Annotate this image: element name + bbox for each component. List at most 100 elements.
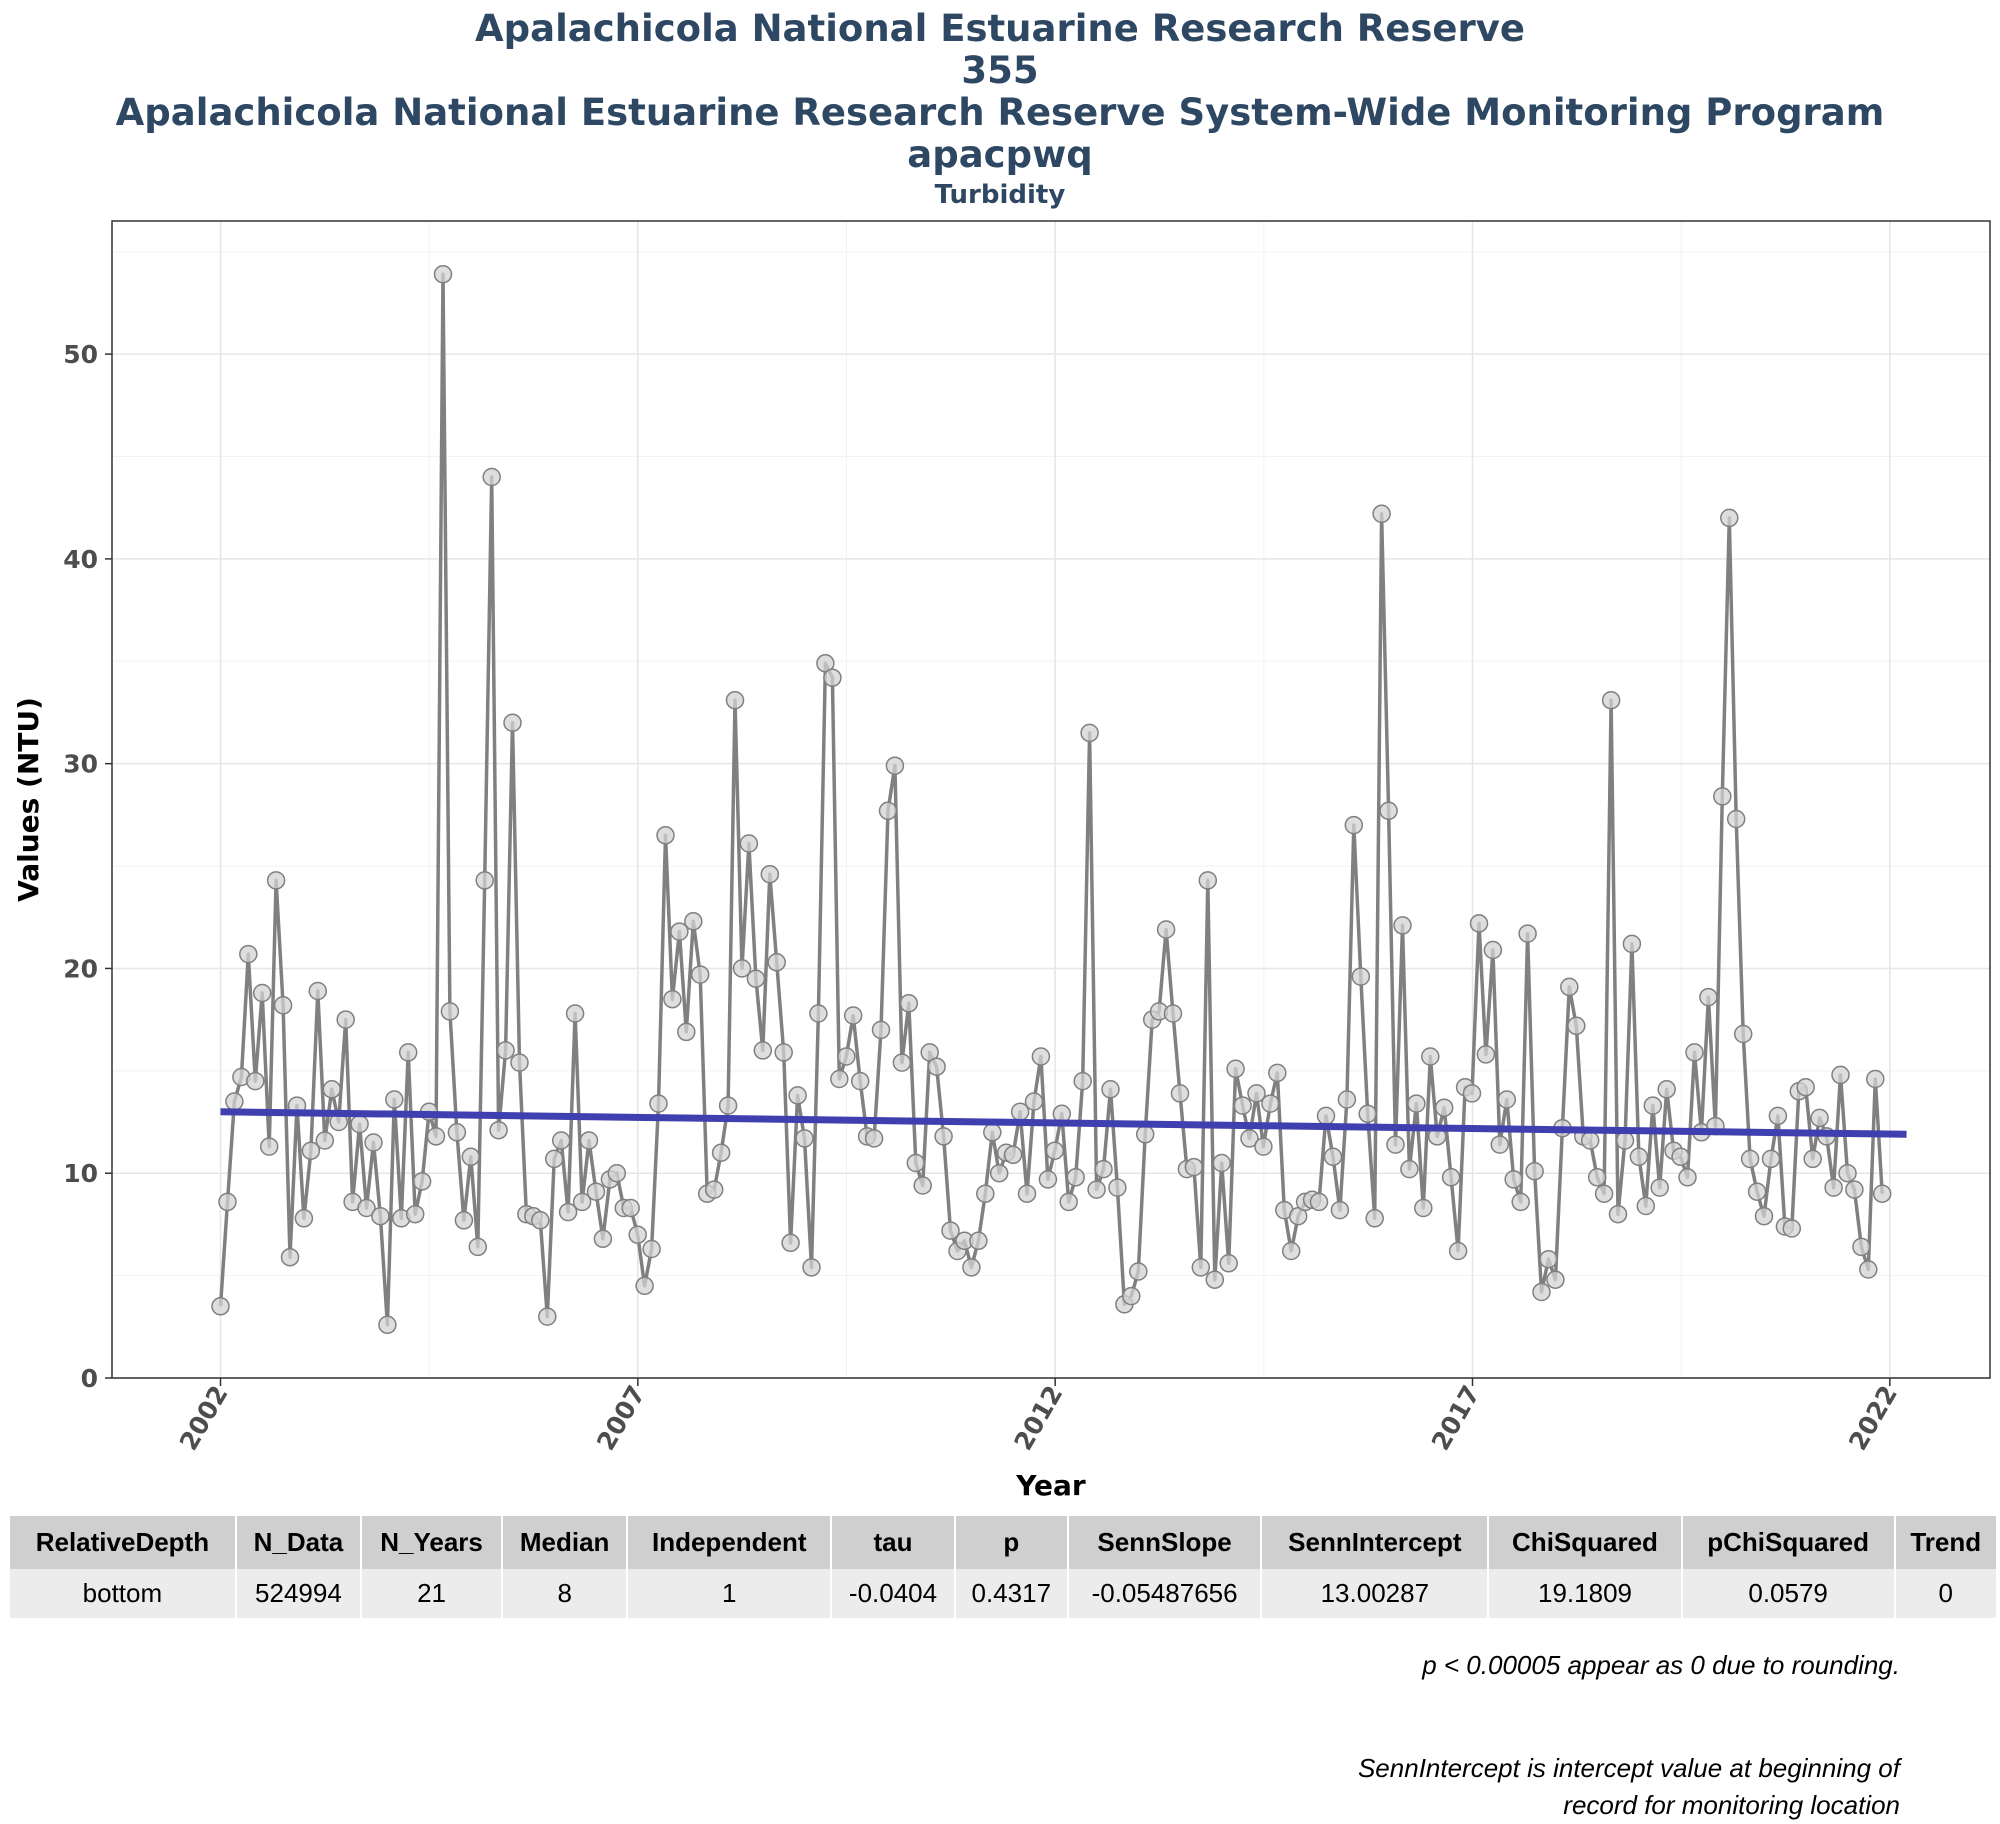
data-point xyxy=(412,1172,432,1191)
data-point xyxy=(1747,1182,1767,1201)
y-tick-label: 30 xyxy=(63,750,98,779)
data-point xyxy=(774,1043,793,1062)
data-point xyxy=(1421,1047,1440,1066)
data-point xyxy=(503,713,522,732)
data-point xyxy=(1414,1198,1433,1218)
data-point xyxy=(1448,1241,1468,1261)
data-point xyxy=(795,1129,814,1148)
data-point xyxy=(725,690,745,710)
data-point xyxy=(1699,987,1718,1007)
trend-line-group xyxy=(220,1108,1907,1138)
data-point xyxy=(1038,1170,1058,1189)
note-rounding: p < 0.00005 appear as 0 due to rounding. xyxy=(1422,1650,1900,1680)
data-point xyxy=(1358,1104,1377,1124)
data-point xyxy=(1233,1096,1252,1115)
data-point xyxy=(1323,1147,1343,1167)
data-point xyxy=(371,1206,390,1226)
data-point xyxy=(843,1006,863,1025)
data-point xyxy=(1532,1282,1551,1302)
data-point xyxy=(781,1233,800,1253)
data-point xyxy=(1580,1131,1600,1150)
data-point xyxy=(1129,1262,1148,1281)
note-intercept-line-1: SennIntercept is intercept value at begi… xyxy=(1357,1753,1900,1783)
data-point xyxy=(211,1297,230,1316)
data-point xyxy=(830,1069,849,1089)
data-point xyxy=(1003,1145,1023,1165)
table-cell: -0.05487656 xyxy=(1068,1569,1261,1618)
data-point xyxy=(1122,1286,1141,1306)
data-point xyxy=(976,1184,995,1203)
data-point xyxy=(621,1198,640,1218)
data-point xyxy=(1372,504,1391,524)
data-point xyxy=(266,871,286,890)
data-point xyxy=(551,1131,571,1150)
data-point xyxy=(1191,1258,1211,1277)
data-point xyxy=(788,1086,807,1105)
data-point xyxy=(1608,1204,1628,1224)
table-row: bottom 524994 21 8 1 -0.0404 0.4317 -0.05487656… xyxy=(10,1569,1996,1618)
data-point xyxy=(246,1071,265,1091)
data-point xyxy=(322,1080,342,1099)
data-point xyxy=(1594,1184,1614,1203)
data-point xyxy=(252,983,272,1003)
data-point xyxy=(586,1182,606,1201)
data-point xyxy=(398,1043,418,1062)
data-point xyxy=(1247,1084,1266,1103)
data-point xyxy=(1365,1209,1384,1228)
data-point xyxy=(350,1114,369,1134)
data-point xyxy=(1330,1200,1350,1220)
column-header: pChiSquared xyxy=(1682,1516,1894,1569)
data-point xyxy=(1094,1159,1113,1179)
table-cell: 21 xyxy=(362,1569,502,1618)
column-header: p xyxy=(955,1516,1067,1569)
data-point xyxy=(1059,1192,1078,1212)
data-point xyxy=(1476,1045,1496,1064)
data-point xyxy=(1400,1159,1419,1179)
data-point xyxy=(447,1123,467,1142)
data-point xyxy=(927,1057,946,1076)
turbidity-chart: 0 10 20 30 40 50 2002 2007 2012 2017 2022 Values … xyxy=(12,220,1991,1500)
data-point xyxy=(1872,1184,1892,1203)
x-tick-label: 2017 xyxy=(1426,1381,1486,1456)
data-point xyxy=(280,1247,300,1267)
data-point xyxy=(677,1022,696,1042)
data-point xyxy=(607,1163,627,1183)
data-point xyxy=(1031,1047,1051,1066)
data-point xyxy=(259,1137,279,1156)
data-point xyxy=(1351,967,1371,986)
data-point xyxy=(239,944,258,964)
data-point xyxy=(544,1149,564,1169)
data-point xyxy=(1163,1004,1183,1023)
table-cell: 524994 xyxy=(236,1569,361,1618)
table-cell: bottom xyxy=(10,1569,235,1618)
data-point xyxy=(1483,940,1503,960)
table-header-row: RelativeDepth N_Data N_Years Median Independ… xyxy=(10,1516,1996,1569)
chart-title-line-2: 355 xyxy=(961,49,1039,92)
data-point xyxy=(837,1047,856,1066)
x-tick-label: 2012 xyxy=(1008,1381,1068,1456)
data-point xyxy=(962,1258,981,1277)
data-point xyxy=(739,834,759,853)
data-point xyxy=(1441,1168,1461,1187)
data-point xyxy=(1685,1043,1704,1062)
data-point xyxy=(1281,1241,1301,1261)
data-point xyxy=(1761,1149,1781,1169)
note-intercept-line-2: record for monitoring location xyxy=(1563,1790,1900,1820)
data-point xyxy=(294,1209,314,1228)
data-point xyxy=(1017,1184,1037,1203)
data-point xyxy=(1539,1249,1558,1269)
data-point xyxy=(1720,508,1739,528)
data-point xyxy=(482,467,501,487)
chart-title-block: Apalachicola National Estuarine Research… xyxy=(0,8,2000,212)
data-point xyxy=(1810,1108,1829,1128)
data-point xyxy=(802,1258,821,1277)
x-tick-label: 2007 xyxy=(591,1381,651,1456)
data-point xyxy=(433,264,453,284)
table-cell: 0.4317 xyxy=(955,1569,1067,1618)
chart-title-line-1: Apalachicola National Estuarine Research… xyxy=(475,7,1525,50)
data-point xyxy=(440,1002,460,1021)
y-tick-label: 0 xyxy=(81,1364,98,1393)
chart-title-line-3: Apalachicola National Estuarine Research… xyxy=(115,91,1885,134)
data-point xyxy=(1615,1131,1635,1150)
data-point xyxy=(1226,1059,1245,1079)
